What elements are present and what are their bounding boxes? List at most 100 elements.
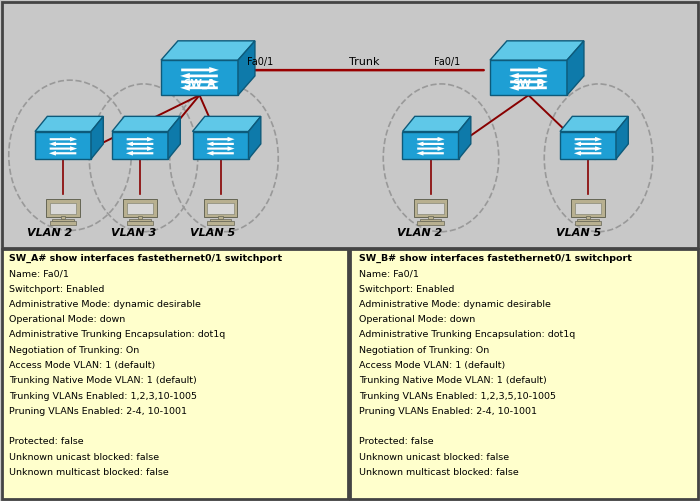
Bar	[2, 249, 348, 499]
Polygon shape	[402, 116, 471, 132]
Text: Access Mode VLAN: 1 (default): Access Mode VLAN: 1 (default)	[9, 361, 155, 370]
Text: Name: Fa0/1: Name: Fa0/1	[359, 270, 419, 278]
Text: VLAN 5: VLAN 5	[556, 228, 602, 238]
Text: Unknown multicast blocked: false: Unknown multicast blocked: false	[9, 468, 169, 477]
Polygon shape	[402, 132, 458, 159]
Text: Operational Mode: down: Operational Mode: down	[9, 315, 125, 324]
Text: Unknown unicast blocked: false: Unknown unicast blocked: false	[359, 453, 509, 461]
Polygon shape	[510, 79, 548, 85]
Text: VLAN 2: VLAN 2	[397, 228, 442, 238]
Text: Name: Fa0/1: Name: Fa0/1	[9, 270, 69, 278]
Polygon shape	[510, 67, 548, 73]
Polygon shape	[416, 151, 444, 156]
Bar	[207, 221, 234, 225]
Text: Trunking VLANs Enabled: 1,2,3,5,10-1005: Trunking VLANs Enabled: 1,2,3,5,10-1005	[359, 392, 556, 400]
Bar	[127, 221, 153, 225]
Text: SW_A# show interfaces fastethernet0/1 switchport: SW_A# show interfaces fastethernet0/1 sw…	[9, 254, 282, 263]
Bar	[350, 249, 698, 499]
Text: SW_B: SW_B	[512, 79, 545, 89]
Text: Protected: false: Protected: false	[359, 437, 434, 446]
Text: Fa0/1: Fa0/1	[247, 57, 273, 67]
Bar	[417, 221, 444, 225]
Polygon shape	[560, 116, 629, 132]
Bar	[130, 219, 150, 221]
Text: Trunking Native Mode VLAN: 1 (default): Trunking Native Mode VLAN: 1 (default)	[359, 376, 547, 385]
Polygon shape	[509, 73, 547, 79]
Text: Administrative Mode: dynamic desirable: Administrative Mode: dynamic desirable	[9, 300, 201, 309]
Text: SW_B# show interfaces fastethernet0/1 switchport: SW_B# show interfaces fastethernet0/1 sw…	[359, 254, 632, 263]
Polygon shape	[206, 151, 234, 156]
Bar	[2, 2, 698, 248]
Polygon shape	[417, 137, 444, 142]
Bar	[50, 203, 76, 214]
Polygon shape	[180, 73, 218, 79]
Text: Protected: false: Protected: false	[9, 437, 84, 446]
Polygon shape	[127, 137, 154, 142]
Bar	[46, 199, 80, 217]
Polygon shape	[49, 151, 76, 156]
Bar	[207, 203, 234, 214]
Polygon shape	[616, 116, 629, 159]
Polygon shape	[181, 67, 219, 73]
Polygon shape	[560, 132, 616, 159]
Polygon shape	[207, 146, 234, 151]
Polygon shape	[490, 41, 584, 60]
Polygon shape	[112, 116, 181, 132]
Polygon shape	[50, 146, 77, 151]
Polygon shape	[509, 85, 547, 91]
Polygon shape	[238, 41, 255, 95]
Polygon shape	[35, 116, 104, 132]
Text: Fa0/1: Fa0/1	[434, 57, 461, 67]
Text: Pruning VLANs Enabled: 2-4, 10-1001: Pruning VLANs Enabled: 2-4, 10-1001	[359, 407, 537, 416]
Bar	[52, 219, 74, 221]
Text: Pruning VLANs Enabled: 2-4, 10-1001: Pruning VLANs Enabled: 2-4, 10-1001	[9, 407, 187, 416]
Polygon shape	[126, 151, 153, 156]
Text: Negotiation of Trunking: On: Negotiation of Trunking: On	[359, 346, 489, 355]
Text: Administrative Mode: dynamic desirable: Administrative Mode: dynamic desirable	[359, 300, 551, 309]
Polygon shape	[193, 116, 261, 132]
Polygon shape	[416, 142, 444, 146]
Text: VLAN 5: VLAN 5	[190, 228, 236, 238]
Text: SW_A: SW_A	[183, 79, 216, 89]
Text: Switchport: Enabled: Switchport: Enabled	[359, 285, 454, 294]
Polygon shape	[248, 116, 261, 159]
Bar	[218, 216, 223, 219]
Polygon shape	[168, 116, 181, 159]
Text: Trunk: Trunk	[349, 57, 379, 67]
Polygon shape	[193, 132, 248, 159]
Polygon shape	[91, 116, 104, 159]
Bar	[204, 199, 237, 217]
Text: Administrative Trunking Encapsulation: dot1q: Administrative Trunking Encapsulation: d…	[359, 331, 575, 339]
Text: Administrative Trunking Encapsulation: dot1q: Administrative Trunking Encapsulation: d…	[9, 331, 225, 339]
Text: Trunking Native Mode VLAN: 1 (default): Trunking Native Mode VLAN: 1 (default)	[9, 376, 197, 385]
Text: Unknown multicast blocked: false: Unknown multicast blocked: false	[359, 468, 519, 477]
Bar	[50, 221, 76, 225]
Polygon shape	[575, 137, 602, 142]
Polygon shape	[417, 146, 444, 151]
Bar	[414, 199, 447, 217]
Polygon shape	[574, 142, 601, 146]
Polygon shape	[490, 60, 567, 95]
Polygon shape	[206, 142, 234, 146]
Bar	[428, 216, 433, 219]
Text: Switchport: Enabled: Switchport: Enabled	[9, 285, 104, 294]
Text: Operational Mode: down: Operational Mode: down	[359, 315, 475, 324]
Polygon shape	[574, 151, 601, 156]
Polygon shape	[567, 41, 584, 95]
Bar	[575, 203, 601, 214]
Polygon shape	[575, 146, 602, 151]
Polygon shape	[127, 146, 154, 151]
Bar	[61, 216, 65, 219]
Polygon shape	[50, 137, 77, 142]
Polygon shape	[161, 60, 238, 95]
Bar	[127, 203, 153, 214]
Polygon shape	[35, 132, 91, 159]
Text: Trunking VLANs Enabled: 1,2,3,10-1005: Trunking VLANs Enabled: 1,2,3,10-1005	[9, 392, 197, 400]
Polygon shape	[161, 41, 255, 60]
Bar	[571, 199, 605, 217]
Polygon shape	[126, 142, 153, 146]
Bar	[578, 219, 598, 221]
Polygon shape	[180, 85, 218, 91]
Text: Unknown unicast blocked: false: Unknown unicast blocked: false	[9, 453, 159, 461]
Text: VLAN 3: VLAN 3	[111, 228, 156, 238]
